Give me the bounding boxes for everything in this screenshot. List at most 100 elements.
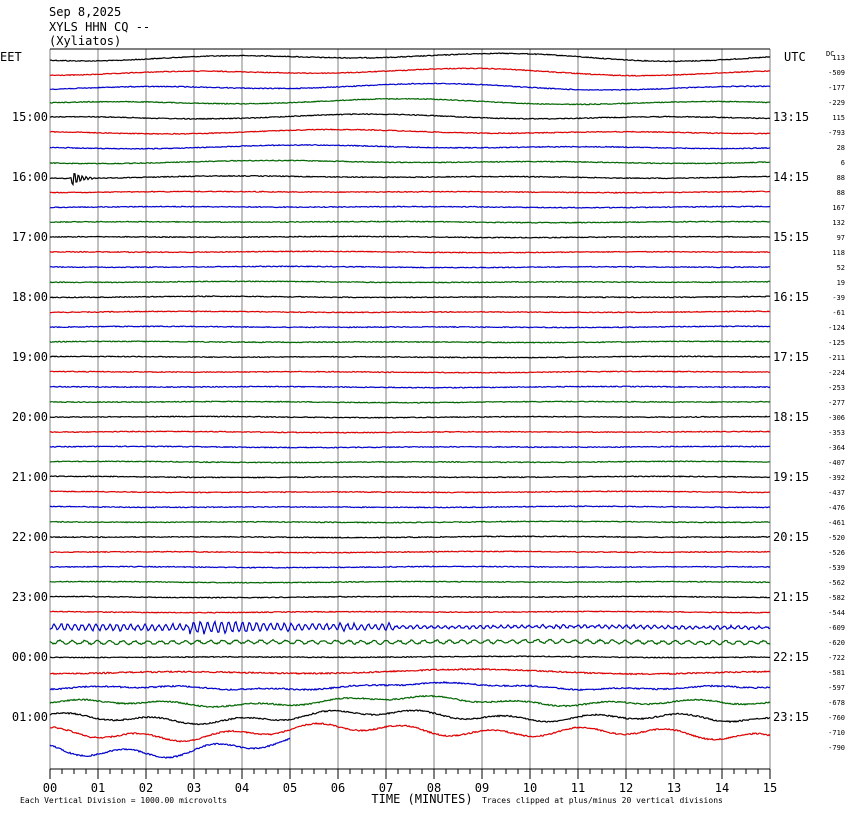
x-tick-label: 09 <box>475 781 489 795</box>
axis-labels: 00 01 02 03 04 05 06 07 08 09 10 11 12 13 14 15 TIME (MI… <box>0 50 845 806</box>
x-tick-label: 00 <box>43 781 57 795</box>
seismic-trace <box>49 340 770 344</box>
x-axis-label: TIME (MINUTES) <box>371 792 472 806</box>
date-label: Sep 8,2025 <box>49 5 122 19</box>
left-time-label: 18:00 <box>12 290 48 304</box>
seismic-trace <box>49 580 771 584</box>
right-time-label: 14:15 <box>773 170 809 184</box>
left-time-label: 21:00 <box>12 470 48 484</box>
seismic-trace <box>49 505 771 509</box>
dc-offset-label: -229 <box>828 99 845 107</box>
x-tick-label: 15 <box>763 781 777 795</box>
seismic-trace <box>49 295 771 299</box>
right-time-label: 15:15 <box>773 230 809 244</box>
seismic-trace <box>49 128 771 136</box>
dc-offset-label: 19 <box>837 279 845 287</box>
seismic-trace <box>49 280 771 284</box>
seismic-trace <box>49 415 771 419</box>
seismic-trace <box>49 619 771 635</box>
seismic-trace <box>49 67 771 77</box>
seismic-trace <box>49 144 771 150</box>
seismic-trace <box>49 520 771 524</box>
seismic-trace <box>49 113 771 120</box>
seismic-trace <box>49 475 771 479</box>
seismic-trace <box>49 220 771 224</box>
seismic-trace <box>49 638 771 646</box>
left-timezone-label: EET <box>0 50 22 64</box>
x-tick-label: 01 <box>91 781 105 795</box>
seismic-trace <box>49 595 771 599</box>
dc-offset-label: -177 <box>828 84 845 92</box>
left-time-label: 00:00 <box>12 650 48 664</box>
right-time-label: 19:15 <box>773 470 809 484</box>
footer-clip-note: Traces clipped at plus/minus 20 vertical… <box>482 796 723 805</box>
left-time-label: 01:00 <box>12 710 48 724</box>
seismic-trace <box>49 385 771 389</box>
dc-offset-label: 28 <box>837 144 845 152</box>
dc-offset-label: -722 <box>828 654 845 662</box>
dc-offset-label: -224 <box>828 369 845 377</box>
seismic-trace <box>49 667 771 676</box>
left-time-label: 15:00 <box>12 110 48 124</box>
right-time-label: 20:15 <box>773 530 809 544</box>
dc-offset-label: -392 <box>828 474 845 482</box>
dc-offset-label: 113 <box>832 54 845 62</box>
dc-offset-label: 88 <box>837 174 845 182</box>
dc-offset-label: -562 <box>828 579 845 587</box>
dc-offset-label: -710 <box>828 729 845 737</box>
dc-offset-label: -476 <box>828 504 845 512</box>
x-tick-label: 05 <box>283 781 297 795</box>
right-time-label: 21:15 <box>773 590 809 604</box>
x-tick-label: 12 <box>619 781 633 795</box>
grid-lines <box>49 48 771 779</box>
seismic-trace <box>49 400 771 404</box>
x-tick-label: 14 <box>715 781 729 795</box>
seismic-trace <box>49 610 771 614</box>
dc-offset-label: -620 <box>828 639 845 647</box>
seismic-trace <box>49 535 770 539</box>
dc-offset-label: -125 <box>828 339 845 347</box>
dc-offset-label: -582 <box>828 594 845 602</box>
dc-offset-label: -277 <box>828 399 845 407</box>
seismic-trace <box>49 82 771 92</box>
dc-offset-label: -760 <box>828 714 845 722</box>
seismic-traces <box>49 52 771 759</box>
seismic-trace <box>50 550 771 554</box>
right-time-label: 18:15 <box>773 410 809 424</box>
x-tick-label: 02 <box>139 781 153 795</box>
seismic-trace <box>49 235 771 239</box>
x-tick-label: 03 <box>187 781 201 795</box>
seismic-trace <box>49 694 771 709</box>
dc-offset-label: 6 <box>841 159 845 167</box>
dc-offset-label: -39 <box>832 294 845 302</box>
dc-offset-label: -461 <box>828 519 845 527</box>
seismic-trace <box>49 445 771 449</box>
x-tick-label: 10 <box>523 781 537 795</box>
dc-offset-label: -793 <box>828 129 845 137</box>
dc-offset-label: 88 <box>837 189 845 197</box>
seismic-trace <box>49 737 291 759</box>
dc-offset-label: -581 <box>828 669 845 677</box>
right-time-label: 16:15 <box>773 290 809 304</box>
x-tick-label: 04 <box>235 781 249 795</box>
dc-offset-label: -539 <box>828 564 845 572</box>
dc-offset-label: -353 <box>828 429 845 437</box>
dc-offset-label: -253 <box>828 384 845 392</box>
dc-offset-label: -211 <box>828 354 845 362</box>
left-time-label: 23:00 <box>12 590 48 604</box>
dc-offset-label: -597 <box>828 684 845 692</box>
seismic-trace <box>49 190 771 194</box>
dc-offset-label: -509 <box>828 69 845 77</box>
seismic-trace <box>49 265 770 269</box>
dc-offset-label: -124 <box>828 324 845 332</box>
right-timezone-label: UTC <box>784 50 806 64</box>
dc-header-label: DC <box>826 50 834 58</box>
right-time-label: 23:15 <box>773 710 809 724</box>
dc-offset-label: -520 <box>828 534 845 542</box>
dc-offset-label: 167 <box>832 204 845 212</box>
left-time-label: 17:00 <box>12 230 48 244</box>
seismic-trace <box>49 370 771 374</box>
dc-offset-label: -437 <box>828 489 845 497</box>
seismic-trace <box>49 655 771 659</box>
